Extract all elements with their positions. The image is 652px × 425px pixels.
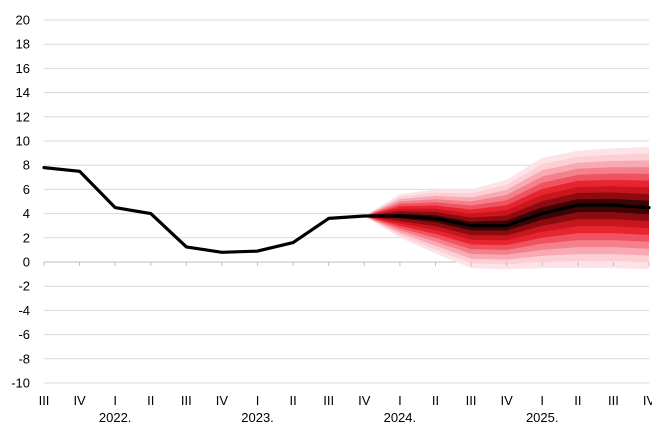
y-tick-label: 4 xyxy=(23,206,30,221)
x-tick-label: I xyxy=(398,393,402,408)
y-tick-label: 16 xyxy=(16,61,30,76)
series-line xyxy=(42,166,651,254)
x-tick-label: IV xyxy=(500,393,513,408)
fan-bands xyxy=(364,147,649,270)
y-tick-label: 6 xyxy=(23,182,30,197)
year-label: 2025. xyxy=(526,410,559,425)
x-tick-label: II xyxy=(574,393,581,408)
x-axis: III IV I II III IV I II III IV I II III IV I II III IV202… xyxy=(39,262,652,425)
y-tick-label: 2 xyxy=(23,230,30,245)
x-tick-label: I xyxy=(113,393,117,408)
y-tick-label: -6 xyxy=(18,327,30,342)
year-label: 2024. xyxy=(384,410,417,425)
x-tick-label: II xyxy=(290,393,297,408)
x-tick-label: III xyxy=(608,393,619,408)
gridlines xyxy=(44,19,649,384)
x-tick-label: I xyxy=(540,393,544,408)
y-tick-label: 12 xyxy=(16,109,30,124)
year-label: 2023. xyxy=(241,410,274,425)
x-tick-label: III xyxy=(466,393,477,408)
y-tick-label: 20 xyxy=(16,13,30,28)
x-tick-label: IV xyxy=(216,393,229,408)
y-tick-label: -4 xyxy=(18,303,30,318)
y-tick-label: -10 xyxy=(11,376,30,391)
x-tick-label: I xyxy=(256,393,260,408)
x-tick-label: III xyxy=(181,393,192,408)
x-tick-label: IV xyxy=(358,393,371,408)
series-line-layer xyxy=(42,166,651,254)
x-tick-label: III xyxy=(39,393,50,408)
y-tick-label: -8 xyxy=(18,351,30,366)
x-tick-label: IV xyxy=(643,393,652,408)
y-tick-label: 14 xyxy=(16,85,30,100)
x-tick-label: II xyxy=(432,393,439,408)
y-tick-label: 0 xyxy=(23,255,30,270)
x-tick-label: II xyxy=(147,393,154,408)
y-tick-label: 18 xyxy=(16,37,30,52)
y-tick-label: 8 xyxy=(23,158,30,173)
y-tick-label: 10 xyxy=(16,134,30,149)
x-tick-label: III xyxy=(323,393,334,408)
x-tick-label: IV xyxy=(73,393,86,408)
year-label: 2022. xyxy=(99,410,132,425)
y-tick-label: -2 xyxy=(18,279,30,294)
y-axis: -10 -8 -6 -4 -2 0 2 4 6 8 10 12 14 16 18 20 xyxy=(11,13,30,391)
